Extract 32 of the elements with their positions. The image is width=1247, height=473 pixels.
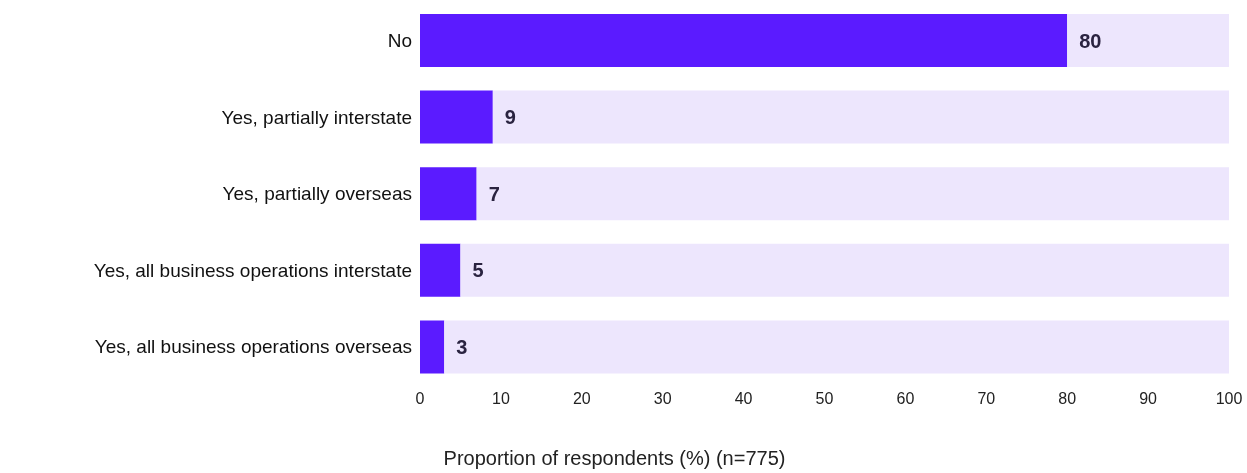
x-tick-label: 0 xyxy=(415,390,425,408)
data-label: 7 xyxy=(488,182,500,205)
bar xyxy=(476,167,1229,221)
x-tick-label: 70 xyxy=(977,390,996,408)
data-label: 5 xyxy=(472,259,484,282)
y-tick-label: Yes, all business operations interstate xyxy=(93,259,412,281)
bar xyxy=(420,320,445,374)
bar xyxy=(420,90,493,144)
x-tick-label: 50 xyxy=(815,390,834,408)
x-tick-label: 30 xyxy=(653,390,672,408)
x-tick-label: 90 xyxy=(1139,390,1158,408)
y-tick-label: Yes, partially overseas xyxy=(222,183,412,205)
bar xyxy=(444,320,1229,374)
x-tick-label: 20 xyxy=(572,390,591,408)
data-label: 80 xyxy=(1079,29,1102,52)
y-tick-label: Yes, all business operations overseas xyxy=(94,336,412,358)
data-label: 9 xyxy=(504,106,516,129)
bar xyxy=(420,14,1068,67)
bar xyxy=(1067,14,1229,67)
x-axis-title: Proportion of respondents (%) (n=775) xyxy=(443,447,786,469)
x-tick-label: 40 xyxy=(734,390,753,408)
bar xyxy=(420,167,477,221)
x-tick-label: 80 xyxy=(1058,390,1077,408)
bar xyxy=(420,243,461,297)
data-label: 3 xyxy=(456,335,468,358)
bar xyxy=(492,90,1229,144)
y-tick-label: No xyxy=(387,30,412,52)
x-tick-label: 10 xyxy=(492,390,510,408)
x-tick-label: 60 xyxy=(896,390,915,408)
x-tick-label: 100 xyxy=(1215,390,1243,408)
bar xyxy=(460,243,1229,297)
y-tick-label: Yes, partially interstate xyxy=(221,106,412,128)
